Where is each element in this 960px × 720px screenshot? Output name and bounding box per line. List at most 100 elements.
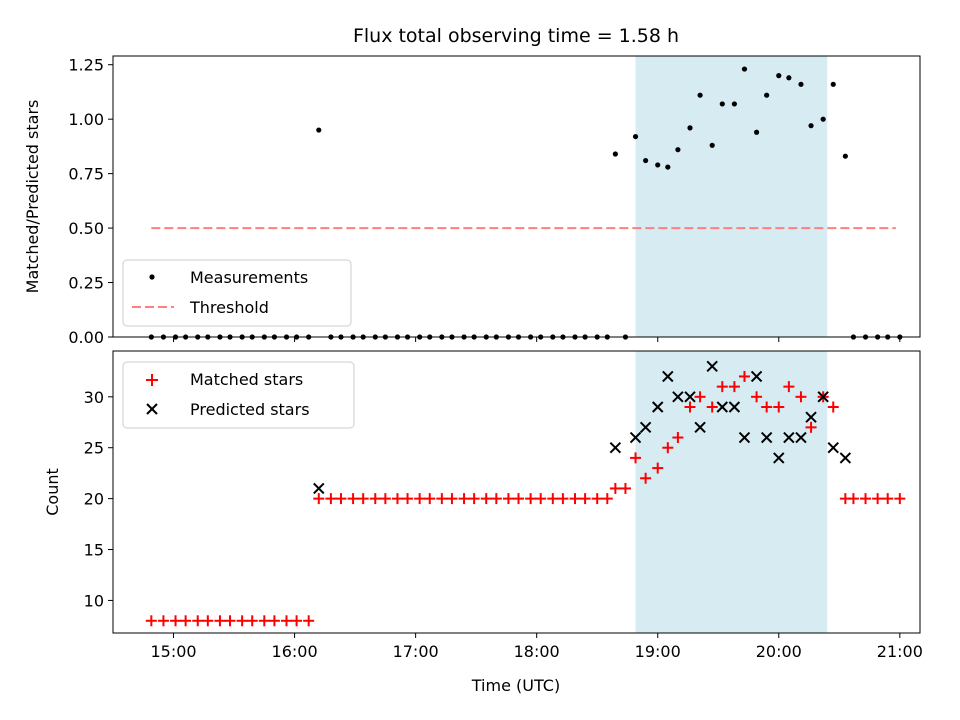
matched-star-point [458, 493, 470, 505]
matched-star-point [379, 493, 391, 505]
matched-star-point [547, 493, 559, 505]
matched-star-point [170, 615, 182, 627]
matched-star-point [202, 615, 214, 627]
predicted-star-point [750, 370, 763, 383]
measurement-point [741, 66, 748, 72]
legend-measurements-label: Measurements [190, 268, 308, 287]
measurement-point [753, 129, 760, 135]
matched-star-point [847, 493, 859, 505]
matched-star-point [192, 615, 204, 627]
matched-star-point [281, 615, 293, 627]
top-y-tick-label: 0.00 [68, 328, 104, 347]
matched-star-point [827, 401, 839, 413]
chart-title: Flux total observing time = 1.58 h [353, 25, 679, 47]
top-y-tick-label: 1.25 [68, 56, 104, 75]
measurement-point [612, 151, 618, 157]
matched-star-point [268, 615, 280, 627]
bottom-y-tick-label: 20 [84, 490, 104, 509]
matched-star-point [258, 615, 270, 627]
matched-star-point [894, 493, 906, 505]
matched-star-point [236, 615, 248, 627]
measurement-point [808, 123, 814, 129]
matched-star-point [224, 615, 236, 627]
top-y-tick-label: 0.25 [68, 274, 104, 293]
predicted-star-point [716, 401, 728, 413]
matched-star-point [652, 462, 664, 474]
measurement-point [697, 92, 703, 98]
matched-star-point [619, 482, 631, 494]
matched-star-point [591, 493, 603, 505]
matched-star-point [630, 452, 642, 464]
predicted-star-point [706, 360, 718, 372]
top-legend-box [122, 259, 352, 327]
matched-star-point [761, 401, 773, 413]
predicted-star-point [795, 431, 807, 444]
measurement-point [719, 101, 725, 107]
predicted-star-point [313, 482, 325, 495]
predicted-star-point [728, 401, 741, 413]
matched-star-point [436, 493, 448, 505]
bottom-panel: 10 15 20 25 30 15:00 16:00 17:00 18:00 19:00 20:0… [43, 350, 923, 695]
measurement-point [665, 164, 671, 170]
matched-star-point [347, 493, 359, 505]
matched-star-point [325, 493, 337, 505]
measurement-point [316, 127, 322, 133]
measurement-point [820, 116, 826, 122]
matched-star-point [246, 615, 258, 627]
matched-star-point [609, 482, 621, 494]
matched-star-point [402, 493, 414, 505]
predicted-star-point [662, 370, 674, 383]
matched-star-point [535, 493, 547, 505]
measurement-point [798, 81, 804, 87]
matched-star-point [446, 493, 458, 505]
legend-threshold-label: Threshold [189, 298, 269, 317]
x-tick-label: 17:00 [393, 642, 439, 661]
predicted-star-point [827, 442, 839, 454]
matched-star-point [716, 381, 728, 393]
predicted-star-point [783, 431, 795, 444]
predicted-star-point [738, 431, 751, 444]
matched-star-point [773, 401, 785, 413]
matched-star-point [313, 493, 325, 505]
matched-star-point [672, 432, 684, 444]
top-y-tick-label: 1.00 [68, 110, 104, 129]
matched-star-point [291, 615, 303, 627]
predicted-star-point [817, 391, 829, 403]
matched-star-point [214, 615, 226, 627]
predicted-star-point [652, 401, 664, 413]
predicted-star-point [694, 421, 706, 434]
matched-star-point [882, 493, 894, 505]
top-y-tick-label: 0.75 [68, 165, 104, 184]
top-x-ticks [173, 337, 901, 342]
bottom-y-tick-label: 15 [84, 541, 104, 560]
matched-star-point [357, 493, 369, 505]
matched-star-point [601, 493, 613, 505]
matched-star-point [145, 615, 157, 627]
matched-star-point [662, 442, 674, 454]
predicted-stars-points [313, 360, 852, 495]
matched-star-point [303, 615, 315, 627]
bottom-y-axis-label: Count [43, 468, 62, 516]
legend-matched-label: Matched stars [190, 370, 303, 389]
measurement-point [709, 142, 715, 148]
matched-star-point [783, 381, 795, 393]
predicted-star-point [773, 452, 785, 464]
matched-star-point [157, 615, 169, 627]
predicted-star-point [839, 452, 852, 464]
top-plot-frame [112, 55, 921, 338]
measurement-point [675, 147, 681, 153]
matched-star-point [525, 493, 537, 505]
bottom-x-ticks: 15:00 16:00 17:00 18:00 19:00 20:00 21:00 [150, 633, 923, 661]
matched-star-point [640, 472, 652, 484]
x-tick-label: 19:00 [635, 642, 681, 661]
matched-star-point [738, 370, 750, 382]
matched-star-point [579, 493, 591, 505]
measurement-point [764, 92, 770, 98]
matched-star-point [180, 615, 192, 627]
matched-star-point [694, 391, 706, 403]
matched-star-point [502, 493, 514, 505]
matched-star-point [751, 391, 763, 403]
predicted-star-point [609, 442, 622, 454]
matched-star-point [480, 493, 492, 505]
